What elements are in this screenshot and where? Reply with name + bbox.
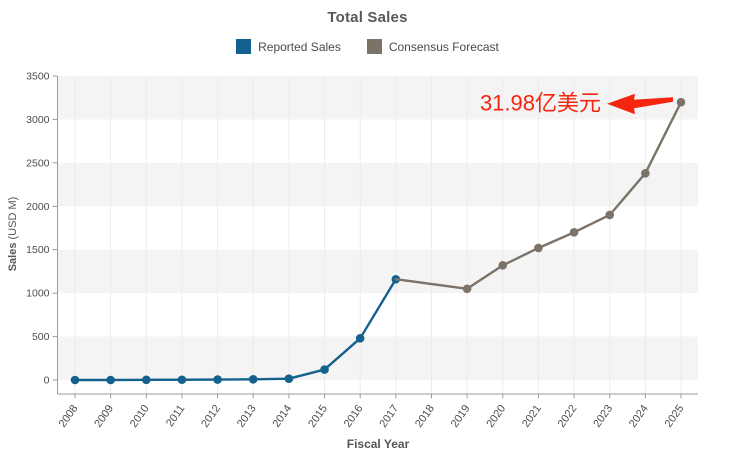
data-point-forecast-2021[interactable] [534,243,543,253]
data-point-reported-2008[interactable] [70,375,80,385]
x-tick-label: 2009 [92,403,116,430]
chart-title: Total Sales [327,9,408,26]
plot-band [57,206,698,250]
x-tick-label: 2010 [128,403,152,430]
x-tick-label: 2015 [306,403,330,430]
data-point-forecast-2023[interactable] [605,210,615,220]
data-point-forecast-2025[interactable] [676,97,686,107]
y-tick-label: 0 [44,375,50,387]
plot-band [57,76,698,120]
plot-band [57,293,698,337]
y-tick-label: 2500 [26,157,50,169]
x-tick-label: 2011 [164,403,187,429]
data-point-reported-2014[interactable] [284,374,294,383]
data-point-reported-2013[interactable] [248,375,258,384]
data-point-forecast-2022[interactable] [569,228,579,237]
plot-band [57,249,698,294]
data-point-reported-2011[interactable] [177,375,187,385]
x-tick-label: 2021 [520,403,544,430]
data-point-reported-2010[interactable] [141,375,151,385]
plot-band [57,162,698,207]
data-point-reported-2016[interactable] [355,334,365,343]
legend-label: Consensus Forecast [388,39,499,54]
data-point-reported-2015[interactable] [320,365,329,374]
x-tick-label: 2022 [556,403,580,430]
legend: Reported Sales Consensus Forecast [0,39,735,54]
y-tick-label: 2000 [26,201,50,213]
annotation-text: 31.98亿美元 [480,91,601,116]
data-point-forecast-2019[interactable] [462,284,472,294]
plot-band [57,336,698,380]
reported-sales-swatch-icon [236,39,252,54]
x-tick-label: 2008 [57,403,81,430]
data-point-reported-2012[interactable] [213,375,222,384]
x-tick-label: 2013 [235,403,259,430]
legend-item-consensus-forecast[interactable]: Consensus Forecast [366,39,499,54]
series-line-forecast [394,101,683,290]
data-point-forecast-2024[interactable] [641,168,650,178]
data-point-forecast-2020[interactable] [498,261,508,270]
y-tick-label: 500 [32,331,50,343]
y-tick-label: 1000 [26,288,50,300]
y-tick-label: 3000 [26,114,50,126]
x-tick-label: 2023 [591,403,615,430]
plot-band [57,119,698,163]
x-tick-label: 2012 [199,403,223,430]
annotation-arrow-icon [607,93,673,115]
x-tick-label: 2017 [377,403,401,430]
y-axis-title-bold: Sales [7,242,19,272]
x-tick-label: 2025 [663,403,687,430]
x-tick-label: 2014 [270,403,294,430]
data-point-reported-2009[interactable] [106,375,115,385]
x-tick-label: 2016 [342,403,366,430]
y-axis-title-unit: (USD M) [7,196,19,240]
x-tick-label: 2019 [449,403,473,430]
y-axis-title: Sales (USD M) [7,169,19,299]
y-tick-label: 1500 [26,244,50,256]
plot-band [57,380,698,394]
series-line-reported [73,278,398,382]
x-tick-label: 2018 [413,403,437,430]
x-tick-label: 2024 [627,403,651,430]
legend-label: Reported Sales [258,39,341,54]
x-tick-label: 2020 [484,403,508,430]
legend-item-reported-sales[interactable]: Reported Sales [236,39,341,54]
consensus-forecast-swatch-icon [366,39,382,54]
x-axis-title: Fiscal Year [346,437,410,451]
y-tick-label: 3500 [26,71,50,83]
